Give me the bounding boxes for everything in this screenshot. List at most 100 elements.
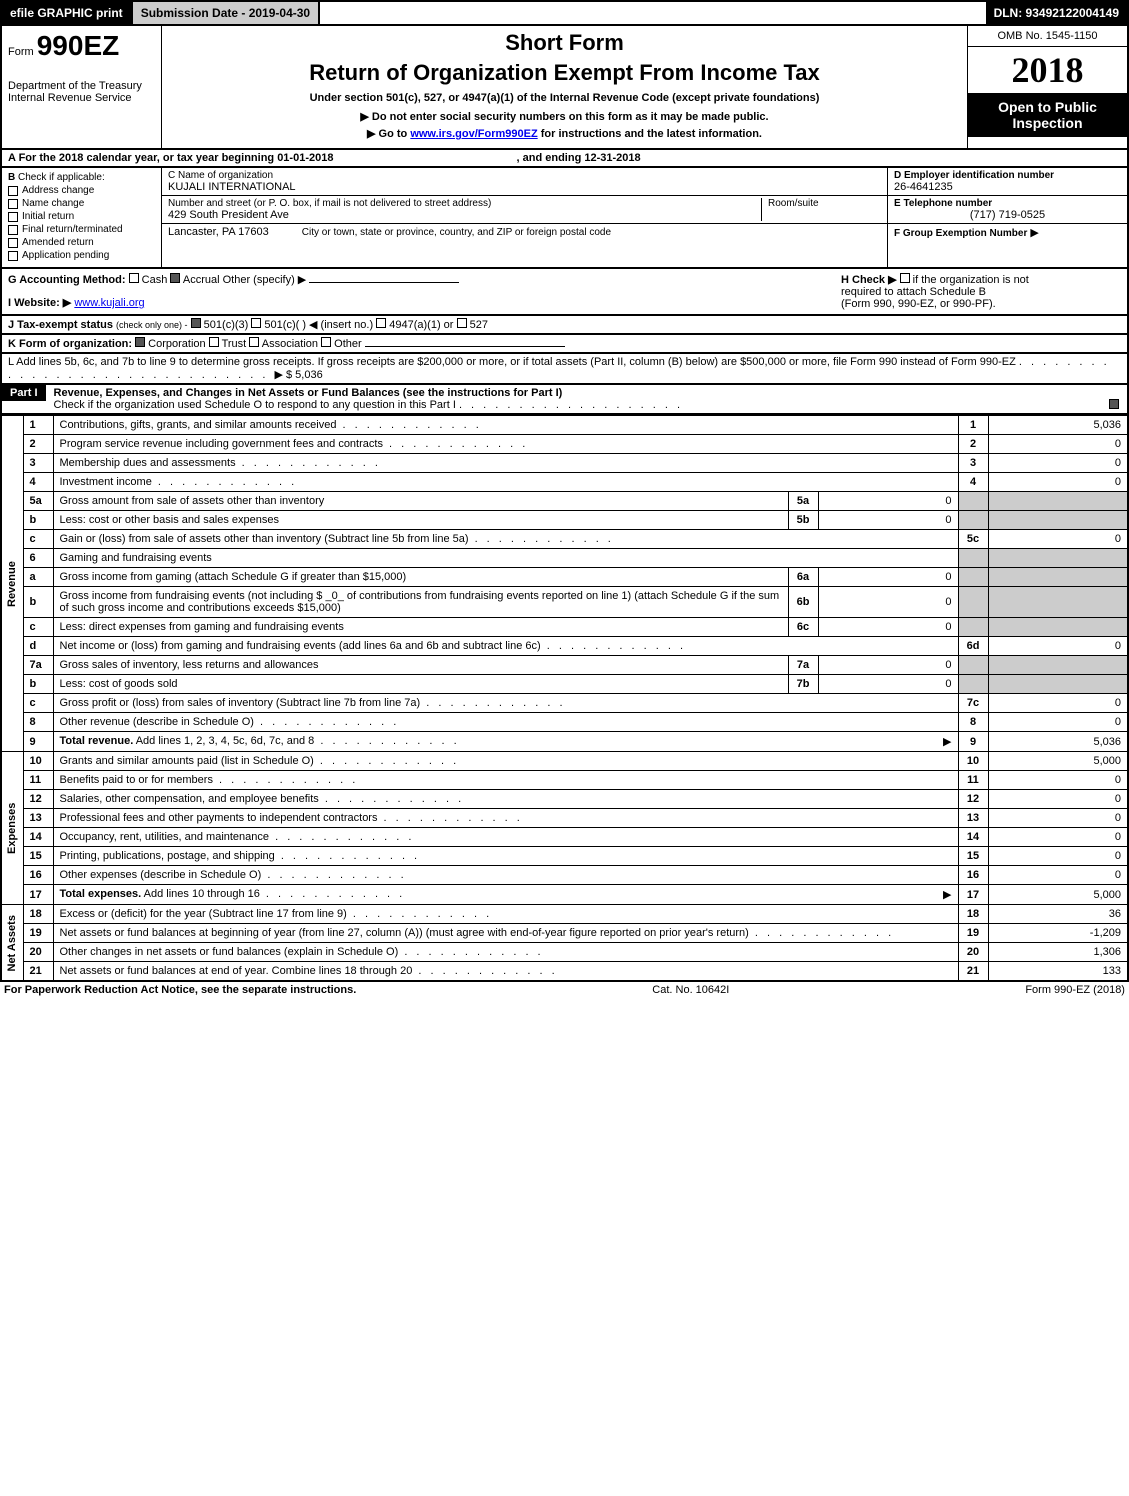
- line-description: Less: cost or other basis and sales expe…: [53, 511, 788, 530]
- line-description: Professional fees and other payments to …: [53, 809, 958, 828]
- line-description: Gross profit or (loss) from sales of inv…: [53, 694, 958, 713]
- amended-label: Amended return: [22, 237, 94, 248]
- table-row: cGross profit or (loss) from sales of in…: [1, 694, 1128, 713]
- j-4947-checkbox[interactable]: [376, 318, 386, 328]
- mid-line-number: 7a: [788, 656, 818, 675]
- k-other: Other: [334, 338, 362, 350]
- section-c: C Name of organization KUJALI INTERNATIO…: [162, 168, 887, 267]
- j-501c3-checkbox[interactable]: [191, 318, 201, 328]
- section-rotate-label: Revenue: [1, 416, 23, 752]
- line-number: 6: [23, 549, 53, 568]
- irs-link[interactable]: www.irs.gov/Form990EZ: [410, 128, 537, 140]
- k-assoc-checkbox[interactable]: [249, 337, 259, 347]
- k-corp-checkbox[interactable]: [135, 337, 145, 347]
- app-pending-checkbox[interactable]: [8, 251, 18, 261]
- short-form-title: Short Form: [170, 30, 959, 56]
- right-line-number-shaded: [958, 656, 988, 675]
- amended-checkbox[interactable]: [8, 238, 18, 248]
- table-row: 17Total expenses. Add lines 10 through 1…: [1, 885, 1128, 905]
- cash-checkbox[interactable]: [129, 273, 139, 283]
- table-row: 7aGross sales of inventory, less returns…: [1, 656, 1128, 675]
- right-line-value: 0: [988, 435, 1128, 454]
- l-text: L Add lines 5b, 6c, and 7b to line 9 to …: [8, 356, 1016, 368]
- h-label: H Check ▶: [841, 274, 897, 286]
- initial-return-checkbox[interactable]: [8, 212, 18, 222]
- mid-line-number: 6b: [788, 587, 818, 618]
- right-line-value-shaded: [988, 587, 1128, 618]
- dept-treasury: Department of the Treasury: [8, 80, 155, 92]
- tax-year: 2018: [968, 47, 1127, 93]
- part-1-title-text: Revenue, Expenses, and Changes in Net As…: [54, 387, 563, 399]
- line-number: 5a: [23, 492, 53, 511]
- k-other-checkbox[interactable]: [321, 337, 331, 347]
- right-line-number: 4: [958, 473, 988, 492]
- right-line-number-shaded: [958, 618, 988, 637]
- instruction-2: ▶ Go to www.irs.gov/Form990EZ for instru…: [170, 127, 959, 140]
- right-line-value: 5,000: [988, 752, 1128, 771]
- k-trust: Trust: [222, 338, 247, 350]
- mid-line-number: 7b: [788, 675, 818, 694]
- table-row: 5aGross amount from sale of assets other…: [1, 492, 1128, 511]
- right-line-value: 0: [988, 637, 1128, 656]
- check-if: Check if applicable:: [18, 172, 105, 183]
- line-description: Benefits paid to or for members . . . . …: [53, 771, 958, 790]
- table-row: 20Other changes in net assets or fund ba…: [1, 943, 1128, 962]
- addr-change-checkbox[interactable]: [8, 186, 18, 196]
- k-corp: Corporation: [148, 338, 205, 350]
- j-527-checkbox[interactable]: [457, 318, 467, 328]
- table-row: 12Salaries, other compensation, and empl…: [1, 790, 1128, 809]
- line-description: Program service revenue including govern…: [53, 435, 958, 454]
- line-description: Total expenses. Add lines 10 through 16 …: [53, 885, 958, 905]
- name-change-checkbox[interactable]: [8, 199, 18, 209]
- ein: 26-4641235: [894, 181, 1121, 193]
- line-description: Excess or (deficit) for the year (Subtra…: [53, 905, 958, 924]
- table-row: Expenses10Grants and similar amounts pai…: [1, 752, 1128, 771]
- e-label: E Telephone number: [894, 198, 1121, 209]
- line-description: Gain or (loss) from sale of assets other…: [53, 530, 958, 549]
- address: 429 South President Ave: [168, 209, 761, 221]
- section-rotate-label: Expenses: [1, 752, 23, 905]
- f-label: F Group Exemption Number: [894, 228, 1027, 239]
- d-label: D Employer identification number: [894, 170, 1121, 181]
- table-row: 13Professional fees and other payments t…: [1, 809, 1128, 828]
- section-a-ending: , and ending 12-31-2018: [517, 152, 641, 164]
- line-description: Gross sales of inventory, less returns a…: [53, 656, 788, 675]
- right-line-value: 1,306: [988, 943, 1128, 962]
- line-number: 2: [23, 435, 53, 454]
- c-label: C Name of organization: [168, 170, 881, 181]
- h-text2: required to attach Schedule B: [841, 286, 1121, 298]
- final-return-checkbox[interactable]: [8, 225, 18, 235]
- h-text3: (Form 990, 990-EZ, or 990-PF).: [841, 298, 1121, 310]
- line-description: Total revenue. Add lines 1, 2, 3, 4, 5c,…: [53, 732, 958, 752]
- right-line-value-shaded: [988, 618, 1128, 637]
- mid-line-value: 0: [818, 511, 958, 530]
- right-shaded: [958, 549, 988, 568]
- right-line-number: 21: [958, 962, 988, 982]
- accrual-checkbox[interactable]: [170, 273, 180, 283]
- website-link[interactable]: www.kujali.org: [74, 297, 144, 309]
- instruction-1: ▶ Do not enter social security numbers o…: [170, 110, 959, 123]
- line-description: Contributions, gifts, grants, and simila…: [53, 416, 958, 435]
- other-label: Other (specify) ▶: [223, 274, 307, 286]
- mid-line-value: 0: [818, 587, 958, 618]
- line-description: Net income or (loss) from gaming and fun…: [53, 637, 958, 656]
- subtitle: Under section 501(c), 527, or 4947(a)(1)…: [170, 92, 959, 104]
- right-line-number-shaded: [958, 492, 988, 511]
- line-description: Salaries, other compensation, and employ…: [53, 790, 958, 809]
- right-line-number: 3: [958, 454, 988, 473]
- efile-print-button[interactable]: efile GRAPHIC print: [2, 2, 133, 24]
- j-501c-checkbox[interactable]: [251, 318, 261, 328]
- right-line-value: 133: [988, 962, 1128, 982]
- right-line-value: -1,209: [988, 924, 1128, 943]
- line-description: Printing, publications, postage, and shi…: [53, 847, 958, 866]
- table-row: 16Other expenses (describe in Schedule O…: [1, 866, 1128, 885]
- mid-line-number: 6a: [788, 568, 818, 587]
- room-label: Room/suite: [768, 198, 881, 209]
- line-number: c: [23, 694, 53, 713]
- h-checkbox[interactable]: [900, 273, 910, 283]
- part-1-schedule-o-checkbox[interactable]: [1109, 399, 1119, 409]
- k-trust-checkbox[interactable]: [209, 337, 219, 347]
- right-line-number: 1: [958, 416, 988, 435]
- line-number: 21: [23, 962, 53, 982]
- line-description: Grants and similar amounts paid (list in…: [53, 752, 958, 771]
